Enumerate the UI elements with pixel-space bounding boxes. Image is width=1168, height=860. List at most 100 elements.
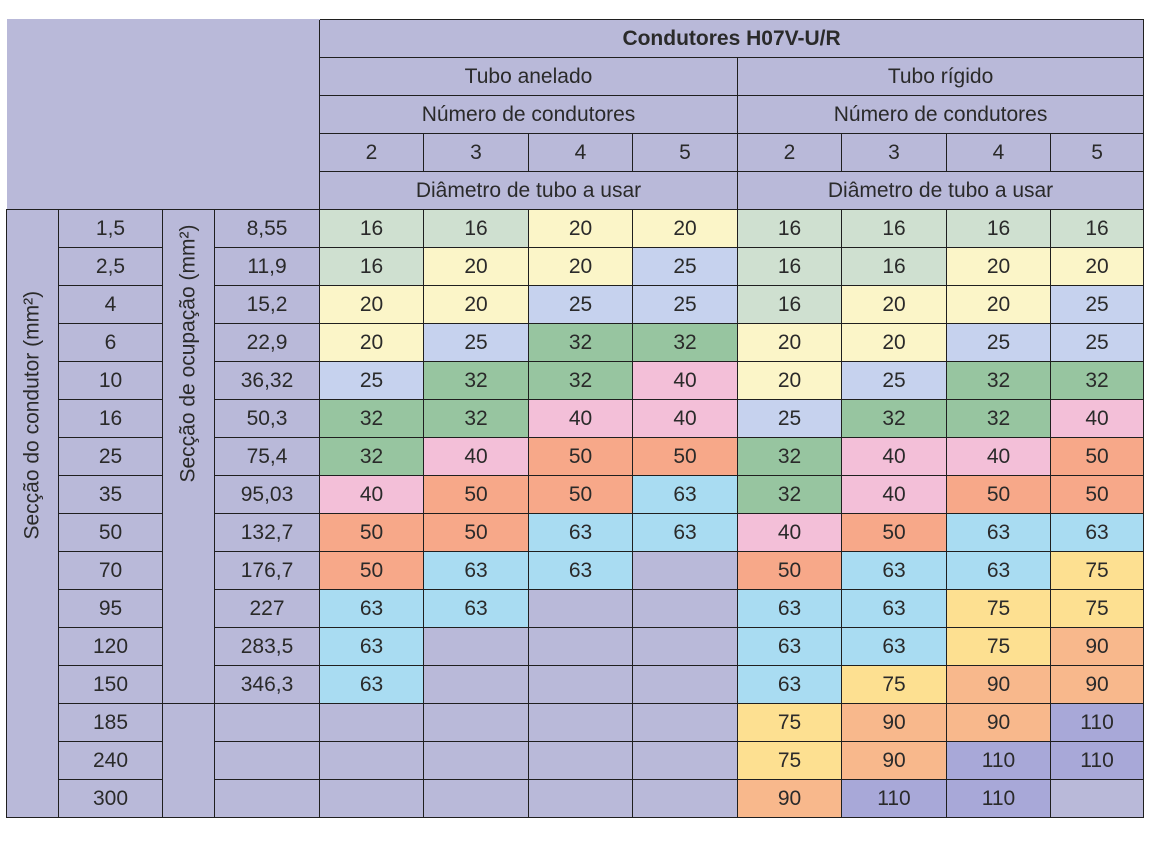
diameter-cell <box>423 703 529 742</box>
diameter-cell: 20 <box>737 361 842 400</box>
diameter-cell: 25 <box>632 247 738 286</box>
diameter-cell: 40 <box>1049 399 1145 438</box>
table-row: 70 176,7 50 63 63 50 63 63 75 <box>7 551 1145 590</box>
diameter-cell <box>528 779 633 818</box>
section-value-cell: 25 <box>58 437 163 476</box>
diameter-cell: 40 <box>841 475 947 514</box>
diameter-cell: 20 <box>1049 247 1145 286</box>
section-value-cell: 50 <box>58 513 163 552</box>
diameter-cell: 25 <box>1049 323 1145 362</box>
diameter-cell: 20 <box>946 247 1051 286</box>
table-row: 50 132,7 50 50 63 63 40 50 63 63 <box>7 513 1145 552</box>
table-row: 120 283,5 63 63 63 75 90 <box>7 627 1145 666</box>
diameter-cell: 50 <box>632 437 738 476</box>
table-row: 35 95,03 40 50 50 63 32 40 50 50 <box>7 475 1145 514</box>
diameter-cell: 20 <box>841 323 947 362</box>
count-header: 3 <box>423 133 529 172</box>
diameter-cell: 32 <box>841 399 947 438</box>
diameter-cell: 25 <box>528 285 633 324</box>
diameter-cell: 110 <box>1049 703 1145 742</box>
diameter-cell: 50 <box>737 551 842 590</box>
diameter-cell: 63 <box>423 551 529 590</box>
diameter-cell: 50 <box>319 513 424 552</box>
diameter-cell: 16 <box>946 209 1051 248</box>
diameter-cell <box>1049 779 1145 818</box>
count-header: 3 <box>841 133 947 172</box>
diameter-cell: 50 <box>1049 437 1145 476</box>
diameter-cell <box>528 741 633 780</box>
diameter-cell: 40 <box>528 399 633 438</box>
count-header: 4 <box>528 133 633 172</box>
occupation-value-cell: 11,9 <box>214 247 320 286</box>
diameter-cell <box>632 779 738 818</box>
diameter-cell: 25 <box>632 285 738 324</box>
diameter-cell: 32 <box>423 399 529 438</box>
occupation-value-cell <box>214 779 320 818</box>
diameter-cell: 32 <box>632 323 738 362</box>
diameter-cell: 20 <box>528 209 633 248</box>
diameter-cell: 63 <box>528 513 633 552</box>
diameter-cell: 63 <box>841 627 947 666</box>
diameter-cell: 63 <box>737 589 842 628</box>
subheader-numero-condutores-anelado: Número de condutores <box>319 95 738 134</box>
occupation-value-cell: 227 <box>214 589 320 628</box>
diameter-cell: 20 <box>423 247 529 286</box>
diameter-cell: 75 <box>946 627 1051 666</box>
diameter-cell: 32 <box>528 361 633 400</box>
diameter-cell <box>423 779 529 818</box>
diameter-cell <box>528 627 633 666</box>
diameter-cell: 50 <box>423 513 529 552</box>
occupation-value-cell: 75,4 <box>214 437 320 476</box>
occupation-axis-empty <box>162 703 215 818</box>
diameter-cell <box>632 741 738 780</box>
diameter-cell: 40 <box>423 437 529 476</box>
diameter-cell: 63 <box>737 627 842 666</box>
table-row: 185 75 90 90 110 <box>7 703 1145 818</box>
section-value-cell: 35 <box>58 475 163 514</box>
subheader-numero-condutores-rigido: Número de condutores <box>736 95 1145 134</box>
diameter-cell: 50 <box>528 437 633 476</box>
diameter-cell: 90 <box>1049 627 1145 666</box>
diameter-cell: 32 <box>946 399 1051 438</box>
section-value-cell: 16 <box>58 399 163 438</box>
diameter-cell: 50 <box>841 513 947 552</box>
diameter-cell <box>632 551 738 590</box>
diameter-cell: 110 <box>841 779 947 818</box>
diameter-cell <box>632 627 738 666</box>
diameter-cell: 32 <box>319 399 424 438</box>
diameter-cell: 25 <box>423 323 529 362</box>
section-value-cell: 300 <box>58 779 163 818</box>
diameter-cell: 90 <box>841 741 947 780</box>
diameter-cell: 32 <box>528 323 633 362</box>
count-header: 4 <box>946 133 1051 172</box>
section-value-cell: 6 <box>58 323 163 362</box>
diameter-cell: 50 <box>528 475 633 514</box>
occupation-value-cell: 346,3 <box>214 665 320 704</box>
diameter-cell: 63 <box>946 513 1051 552</box>
diameter-cell <box>319 779 424 818</box>
diameter-cell: 63 <box>841 551 947 590</box>
diameter-cell: 16 <box>319 247 424 286</box>
diameter-cell: 40 <box>737 513 842 552</box>
diameter-cell: 63 <box>423 589 529 628</box>
occupation-value-cell: 176,7 <box>214 551 320 590</box>
diameter-cell: 75 <box>737 703 842 742</box>
table-row: 150 346,3 63 63 75 90 90 <box>7 665 1145 704</box>
diameter-cell: 40 <box>946 437 1051 476</box>
diameter-cell: 75 <box>946 589 1051 628</box>
occupation-value-cell: 8,55 <box>214 209 320 248</box>
occupation-value-cell: 36,32 <box>214 361 320 400</box>
section-value-cell: 185 <box>58 703 163 742</box>
diameter-cell: 20 <box>528 247 633 286</box>
diameter-cell: 40 <box>632 399 738 438</box>
occupation-value-cell <box>214 741 320 780</box>
header-count-row: 2 3 4 5 2 3 4 5 <box>7 133 1145 172</box>
diameter-cell <box>528 665 633 704</box>
diameter-cell <box>423 741 529 780</box>
table-row: 25 75,4 32 40 50 50 32 40 40 50 <box>7 437 1145 476</box>
header-corner <box>6 19 320 210</box>
diameter-cell: 32 <box>319 437 424 476</box>
diameter-cell: 50 <box>319 551 424 590</box>
header-sub-row: Número de condutores Número de condutore… <box>7 95 1145 134</box>
header-title-row: Condutores H07V-U/R <box>6 19 1145 210</box>
